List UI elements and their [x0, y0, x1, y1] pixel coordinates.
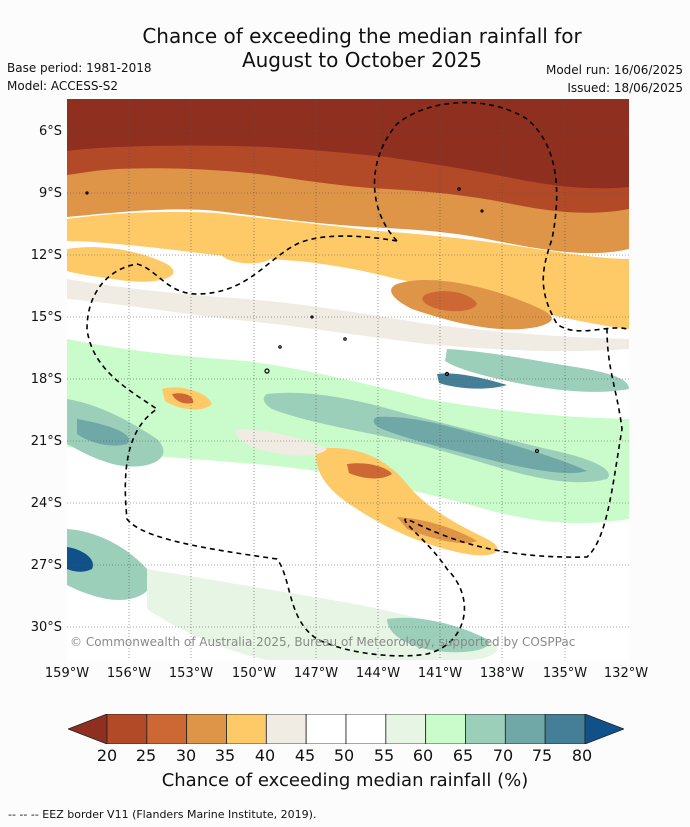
lat-label: 18°S: [30, 372, 62, 387]
colorbar-tick: 35: [214, 746, 236, 765]
teal-east-upper: [437, 373, 507, 389]
green-band-dark: [373, 416, 587, 474]
orange-south-2: [397, 517, 477, 544]
eez-border-main: [86, 235, 623, 657]
lon-label: 138°W: [479, 666, 525, 681]
credit-text: © Commonwealth of Australia 2025, Bureau…: [70, 635, 575, 649]
colorbar-cell: [68, 714, 108, 744]
colorbar-cell: [186, 714, 227, 744]
title-line-1: Chance of exceeding the median rainfall …: [142, 24, 582, 48]
green-sw: [67, 529, 152, 600]
lon-label: 156°W: [106, 666, 152, 681]
lon-label: 141°W: [417, 666, 463, 681]
colorbar-tick: 25: [135, 746, 157, 765]
colorbar-tick: 20: [96, 746, 118, 765]
eez-borders: [86, 101, 628, 657]
lat-label: 30°S: [30, 620, 62, 635]
colorbar-tick: 45: [294, 746, 316, 765]
lat-label: 21°S: [30, 434, 62, 449]
lon-label: 153°W: [168, 666, 214, 681]
lon-label: 132°W: [603, 666, 649, 681]
dark-orange-left: [172, 393, 194, 404]
beige-band-mid: [67, 279, 629, 352]
meta-left: Base period: 1981-2018 Model: ACCESS-S2: [7, 59, 152, 95]
meta-right: Model run: 16/06/2025 Issued: 18/06/2025: [546, 61, 683, 97]
islands: [85, 187, 540, 454]
colorbar-tick: 65: [452, 746, 474, 765]
colorbar-cell: [385, 714, 427, 744]
colorbar-cell: [504, 714, 546, 744]
colorbar-label: Chance of exceeding median rainfall (%): [161, 770, 529, 791]
colorbar-cell: [425, 714, 466, 744]
colorbar-cell: [465, 714, 506, 744]
band-20-top: [67, 99, 629, 189]
colorbar-cell: [106, 714, 148, 744]
lat-label: 24°S: [30, 496, 62, 511]
colorbar: [68, 714, 624, 744]
lat-label: 27°S: [30, 558, 62, 573]
colorbar-cell: [345, 714, 387, 744]
lat-label: 15°S: [30, 310, 62, 325]
gridlines: [67, 99, 629, 660]
colorbar-cell: [226, 714, 267, 744]
colorbar-tick: 50: [333, 746, 355, 765]
dark-orange-south: [347, 463, 392, 479]
model-run: Model run: 16/06/2025: [545, 63, 683, 77]
colorbar-cell: [584, 714, 624, 744]
blue-sw: [67, 547, 93, 572]
rainfall-map: © Commonwealth of Australia 2025, Bureau…: [67, 99, 629, 660]
colorbar-tick: 60: [412, 746, 434, 765]
beige-south: [235, 429, 327, 456]
colorbar-tick: 70: [492, 746, 514, 765]
colorbar-tick: 75: [531, 746, 553, 765]
band-40-top: [67, 211, 629, 329]
map-title: Chance of exceeding the median rainfall …: [0, 24, 690, 72]
colorbar-cell: [146, 714, 188, 744]
lon-label: 147°W: [293, 666, 339, 681]
base-period: Base period: 1981-2018: [7, 61, 152, 75]
green-band-light: [67, 339, 629, 524]
green-south-blob: [387, 617, 489, 653]
lon-label: 135°W: [542, 666, 588, 681]
colorbar-tick: 80: [571, 746, 593, 765]
colorbar-cell: [544, 714, 586, 744]
issued-date: Issued: 18/06/2025: [567, 81, 683, 95]
colorbar-cell: [305, 714, 347, 744]
green-east-upper: [445, 349, 629, 392]
lon-label: 144°W: [355, 666, 401, 681]
lat-label: 9°S: [38, 186, 62, 201]
eez-legend-note: -- -- -- EEZ border V11 (Flanders Marine…: [8, 808, 317, 821]
lon-label: 150°W: [231, 666, 277, 681]
title-line-2: August to October 2025: [241, 48, 483, 72]
colorbar-tick: 30: [175, 746, 197, 765]
lat-label: 6°S: [38, 124, 62, 139]
lat-label: 12°S: [30, 248, 62, 263]
colorbar-cell: [265, 714, 307, 744]
model-name: Model: ACCESS-S2: [7, 79, 119, 93]
teal-west: [77, 419, 129, 446]
colorbar-tick: 55: [373, 746, 395, 765]
lon-label: 159°W: [44, 666, 90, 681]
colorbar-tick: 40: [254, 746, 276, 765]
yellow-blob-west: [67, 247, 174, 282]
dark-orange-blob: [422, 291, 477, 312]
